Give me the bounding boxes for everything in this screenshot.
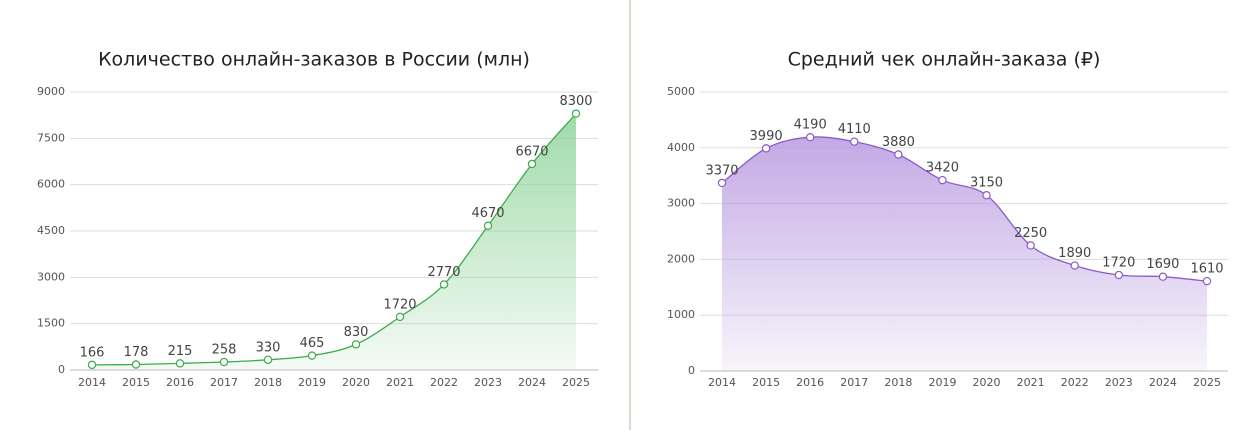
x-tick-label: 2020: [342, 376, 370, 389]
x-tick-label: 2019: [298, 376, 326, 389]
point: [439, 280, 449, 289]
value-label: 2770: [427, 265, 460, 280]
point: [805, 132, 815, 142]
value-label: 1690: [1146, 257, 1179, 272]
value-label: 3370: [705, 163, 738, 178]
y-tick-label: 1000: [667, 308, 695, 321]
value-label: 166: [80, 345, 105, 360]
x-tick-label: 2021: [386, 376, 414, 389]
y-tick-label: 0: [58, 363, 65, 376]
point: [938, 175, 947, 185]
x-tick-label: 2024: [518, 376, 546, 389]
x-tick-label: 2018: [254, 376, 282, 389]
x-tick-label: 2016: [166, 376, 194, 389]
x-tick-label: 2015: [752, 376, 780, 389]
value-label: 4190: [794, 118, 827, 133]
point: [1202, 276, 1212, 286]
chart-title: Количество онлайн-заказов в России (млн): [98, 49, 530, 71]
y-tick-label: 3000: [37, 270, 65, 283]
x-tick-label: 2022: [430, 376, 458, 389]
x-tick-label: 2016: [796, 376, 824, 389]
y-tick-label: 1500: [37, 317, 65, 330]
x-tick-label: 2023: [474, 376, 502, 389]
point: [219, 357, 229, 367]
value-label: 465: [300, 336, 325, 351]
x-tick-label: 2021: [1017, 376, 1045, 389]
x-tick-label: 2019: [928, 376, 956, 389]
point: [850, 137, 859, 146]
value-label: 3990: [750, 129, 783, 144]
value-label: 330: [256, 340, 281, 355]
point: [717, 178, 727, 188]
point: [87, 360, 97, 370]
value-label: 830: [344, 325, 369, 340]
value-label: 3880: [882, 135, 915, 150]
x-tick-label: 2022: [1061, 376, 1089, 389]
point: [1158, 272, 1168, 281]
point: [1070, 261, 1079, 270]
point: [1026, 241, 1035, 250]
x-tick-label: 2017: [840, 376, 868, 389]
value-label: 3150: [970, 176, 1003, 191]
value-label: 8300: [559, 94, 592, 109]
value-label: 6670: [515, 144, 548, 159]
point: [571, 109, 581, 118]
y-tick-label: 9000: [37, 85, 65, 98]
chart-title: Средний чек онлайн-заказа (₽): [788, 49, 1101, 71]
area: [92, 113, 576, 370]
value-label: 4110: [838, 122, 871, 137]
point: [263, 355, 273, 365]
x-tick-label: 2018: [884, 376, 912, 389]
point: [527, 159, 537, 169]
y-tick-label: 4000: [667, 141, 695, 154]
point: [1114, 270, 1124, 280]
value-label: 215: [168, 344, 193, 359]
x-tick-label: 2025: [562, 376, 590, 389]
y-tick-label: 4500: [37, 224, 65, 237]
value-label: 258: [212, 343, 237, 358]
x-tick-label: 2015: [122, 376, 150, 389]
x-tick-label: 2020: [973, 376, 1001, 389]
value-label: 1720: [1102, 256, 1135, 271]
value-label: 3420: [926, 161, 959, 176]
x-tick-label: 2023: [1105, 376, 1133, 389]
x-tick-label: 2014: [78, 376, 106, 389]
value-label: 1610: [1190, 262, 1223, 277]
point: [761, 144, 771, 153]
point: [395, 312, 405, 322]
x-tick-label: 2017: [210, 376, 238, 389]
value-label: 2250: [1014, 226, 1047, 241]
y-tick-label: 5000: [667, 85, 695, 98]
point: [351, 340, 361, 349]
value-label: 178: [124, 345, 149, 360]
point: [131, 360, 141, 369]
point: [307, 351, 317, 360]
y-tick-label: 7500: [37, 131, 65, 144]
value-label: 1720: [383, 297, 416, 312]
value-label: 4670: [471, 206, 504, 221]
point: [175, 359, 185, 368]
point: [483, 221, 493, 230]
value-label: 1890: [1058, 246, 1091, 261]
x-tick-label: 2024: [1149, 376, 1177, 389]
x-tick-label: 2014: [708, 376, 736, 389]
x-tick-label: 2025: [1193, 376, 1221, 389]
y-tick-label: 2000: [667, 252, 695, 265]
point: [982, 191, 991, 200]
point: [894, 150, 903, 159]
y-tick-label: 6000: [37, 178, 65, 191]
y-tick-label: 3000: [667, 197, 695, 210]
area: [722, 136, 1207, 371]
y-tick-label: 0: [688, 364, 695, 377]
